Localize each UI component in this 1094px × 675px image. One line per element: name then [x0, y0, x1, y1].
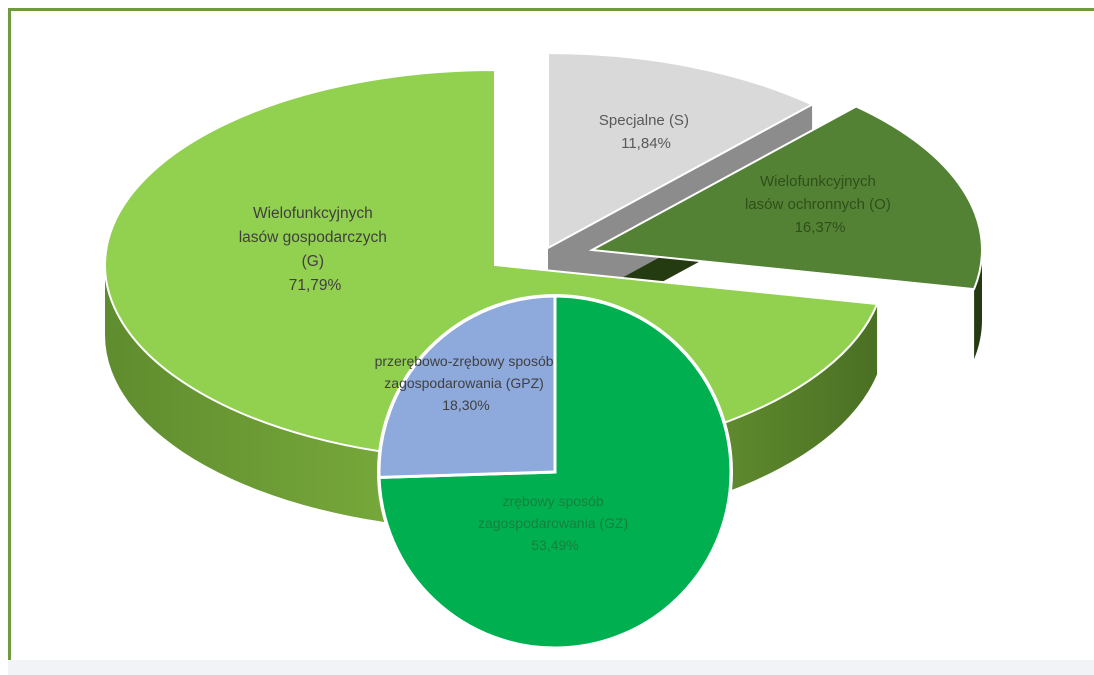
frame-left-border — [8, 8, 11, 675]
slice-wielofunkcyjnych-ochronnych — [588, 105, 983, 291]
label-zrebowy: zrębowy sposób zagospodarowania (GZ) 53,… — [478, 493, 632, 553]
label-ochronnych: Wielofunkcyjnych lasów ochronnych (O) 16… — [745, 173, 895, 236]
sub-slice-przerebowo-zrebowy — [377, 294, 557, 479]
frame-bottom-strip — [8, 660, 1094, 675]
slice-specjalne — [547, 51, 815, 250]
frame-top-border — [8, 8, 1094, 11]
label-przerebowo-zrebowy: przerębowo-zrębowy sposób zagospodarowan… — [375, 353, 558, 413]
side-ochronnych — [974, 250, 982, 360]
label-specjalne: Specjalne (S) 11,84% — [599, 112, 693, 152]
label-gospodarczych: Wielofunkcyjnych lasów gospodarczych (G)… — [239, 205, 392, 294]
